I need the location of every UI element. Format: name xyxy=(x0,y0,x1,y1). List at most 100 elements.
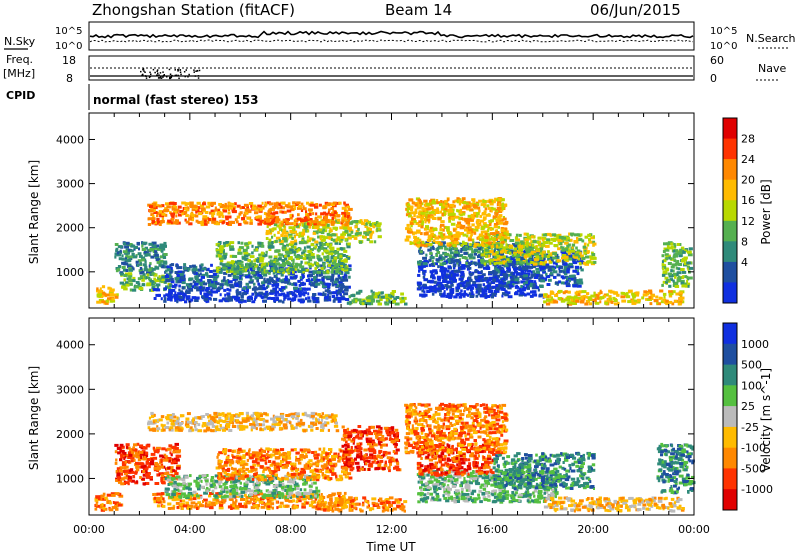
data-cell xyxy=(313,278,315,281)
data-cell xyxy=(466,287,469,290)
data-cell xyxy=(485,217,487,220)
data-cell xyxy=(335,278,338,281)
data-cell xyxy=(385,303,390,306)
data-cell xyxy=(488,207,491,210)
data-cell xyxy=(417,245,420,248)
data-cell xyxy=(481,243,484,246)
data-cell xyxy=(427,249,432,252)
data-cell xyxy=(662,274,666,277)
data-cell xyxy=(177,280,180,283)
data-cell xyxy=(235,299,239,302)
nsearch-trace xyxy=(90,40,693,42)
data-cell xyxy=(347,243,351,246)
data-cell xyxy=(503,218,507,221)
data-cell xyxy=(122,266,126,269)
data-cell xyxy=(678,267,681,270)
data-cell xyxy=(114,256,116,259)
data-cell xyxy=(541,244,545,247)
data-cell xyxy=(417,261,421,264)
data-cell xyxy=(415,209,418,212)
data-cell xyxy=(332,284,335,287)
data-cell xyxy=(528,248,532,251)
data-cell xyxy=(158,205,162,208)
nsky-trace xyxy=(90,32,693,38)
data-cell xyxy=(121,286,123,289)
data-cell xyxy=(255,277,260,280)
data-cell xyxy=(523,282,525,285)
data-cell xyxy=(547,233,551,236)
freq-point xyxy=(142,69,144,71)
data-cell xyxy=(239,292,242,295)
data-cell xyxy=(513,268,517,271)
data-cell xyxy=(407,207,411,210)
data-cell xyxy=(247,299,251,302)
data-cell xyxy=(116,248,119,251)
data-cell xyxy=(435,211,439,214)
data-cell xyxy=(343,227,348,230)
freq-point xyxy=(195,75,197,77)
data-cell xyxy=(478,262,481,265)
data-cell xyxy=(362,235,364,238)
data-cell xyxy=(101,300,105,303)
data-cell xyxy=(288,254,290,257)
data-cell xyxy=(426,208,431,211)
data-cell xyxy=(110,287,113,290)
data-cell xyxy=(231,268,234,271)
data-cell xyxy=(440,211,442,214)
data-cell xyxy=(238,281,243,284)
data-cell xyxy=(239,268,242,271)
data-cell xyxy=(281,223,284,226)
data-cell xyxy=(424,228,427,231)
data-cell xyxy=(673,259,676,262)
data-cell xyxy=(244,221,248,224)
data-cell xyxy=(336,268,340,271)
freq-point xyxy=(180,69,182,71)
data-cell xyxy=(231,203,234,206)
data-cell xyxy=(539,274,544,277)
data-cell xyxy=(331,274,334,277)
data-cell xyxy=(663,293,667,296)
data-cell xyxy=(180,296,184,299)
data-cell xyxy=(682,251,686,254)
data-cell xyxy=(502,246,506,249)
data-cell xyxy=(432,293,435,296)
data-cell xyxy=(563,271,566,274)
data-cell xyxy=(160,220,165,223)
nsearch-tick-bottom: 10^0 xyxy=(710,41,737,52)
data-cell xyxy=(357,298,361,301)
data-cell xyxy=(300,261,302,264)
data-cell xyxy=(269,202,273,205)
data-cell xyxy=(270,263,275,266)
data-cell xyxy=(331,252,333,255)
data-cell xyxy=(519,245,523,248)
data-cell xyxy=(282,237,287,240)
data-cell xyxy=(358,220,361,223)
freq-point xyxy=(161,78,163,80)
data-cell xyxy=(562,276,565,279)
data-cell xyxy=(478,265,483,268)
data-cell xyxy=(425,254,427,257)
data-cell xyxy=(120,282,125,285)
data-cell xyxy=(212,218,216,221)
data-cell xyxy=(314,267,317,270)
data-cell xyxy=(148,217,152,220)
freq-point xyxy=(150,74,152,76)
data-cell xyxy=(226,288,228,291)
data-cell xyxy=(251,251,254,254)
data-cell xyxy=(490,232,495,235)
data-cell xyxy=(464,290,466,293)
cpid-program: normal (fast stereo) 153 xyxy=(93,93,259,107)
data-cell xyxy=(443,210,445,213)
data-cell xyxy=(503,222,508,225)
data-cell xyxy=(526,245,528,248)
data-cell xyxy=(218,244,220,247)
data-cell xyxy=(354,237,358,240)
data-cell xyxy=(318,246,320,249)
data-cell xyxy=(439,262,442,265)
data-cell xyxy=(322,239,326,242)
data-cell xyxy=(165,275,169,278)
data-cell xyxy=(489,223,492,226)
data-cell xyxy=(115,243,119,246)
data-cell xyxy=(553,276,557,279)
data-cell xyxy=(385,294,388,297)
